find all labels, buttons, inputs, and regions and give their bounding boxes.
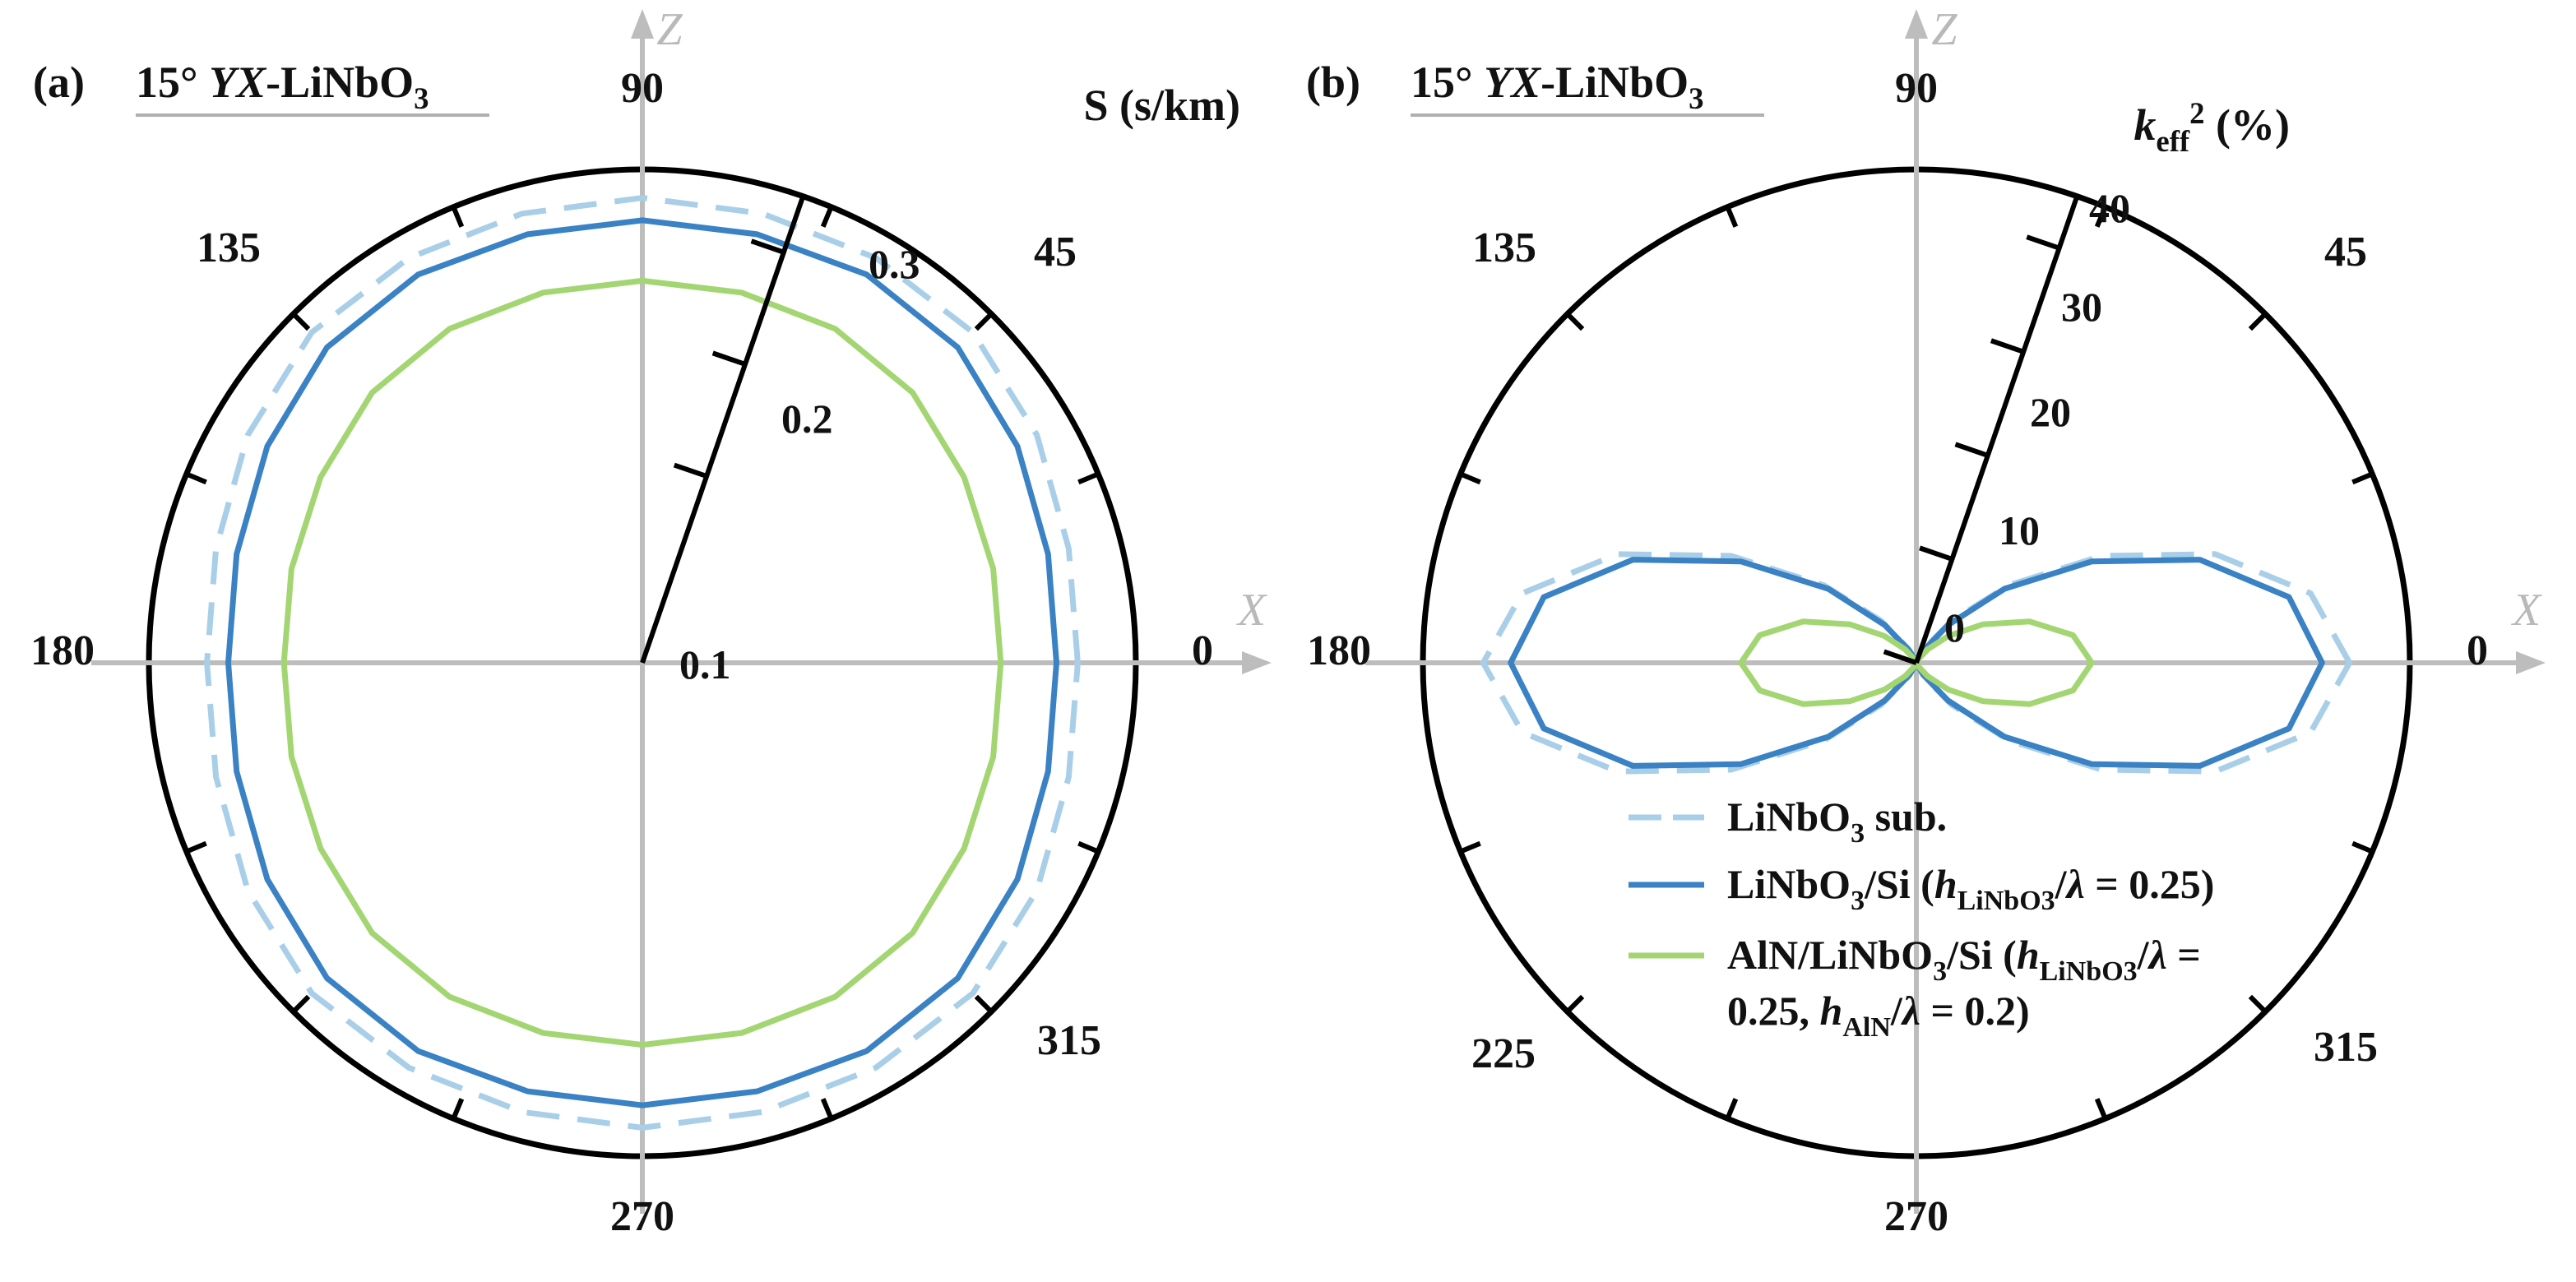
angle-tick xyxy=(2351,840,2374,854)
z-axis-name: Z xyxy=(656,4,683,55)
radial-tick-mark xyxy=(1919,545,1953,562)
angle-label-90: 90 xyxy=(1895,65,1938,112)
radial-axis-label: S (s/km) xyxy=(1083,81,1240,130)
angle-label-45: 45 xyxy=(1034,229,1077,275)
angle-tick xyxy=(2248,994,2268,1014)
angle-label-135: 135 xyxy=(1472,224,1536,271)
radial-axis-label: keff2 (%) xyxy=(2134,96,2290,158)
angle-tick xyxy=(1077,471,1100,485)
angle-tick xyxy=(1725,206,1739,228)
radial-tick-label: 30 xyxy=(2061,284,2102,330)
angle-tick xyxy=(1565,312,1585,331)
panel-label: (a) xyxy=(33,58,85,107)
radial-tick-mark xyxy=(1883,649,1917,665)
angle-tick xyxy=(2094,1098,2108,1120)
angle-tick xyxy=(974,312,994,331)
radial-tick-mark xyxy=(1990,338,2025,354)
radial-tick-mark xyxy=(2026,234,2060,251)
angle-label-270: 270 xyxy=(610,1193,674,1240)
radial-tick-mark xyxy=(673,462,708,479)
angle-tick xyxy=(2094,206,2108,228)
angle-label-0: 0 xyxy=(2467,627,2488,674)
angle-tick xyxy=(1725,1098,1739,1120)
panel-b: X Z 0 10 20 30 40 0 45 90 135 180 225 270 315 (b) 15° YX… xyxy=(1306,4,2546,1240)
angle-tick xyxy=(451,1098,465,1120)
z-axis-arrow-icon xyxy=(631,9,654,39)
angle-label-0: 0 xyxy=(1192,627,1213,674)
radial-axis-line xyxy=(640,195,806,664)
x-axis-arrow-icon xyxy=(1242,651,1272,674)
series-line-2 xyxy=(225,217,1059,1108)
radial-tick-label: 20 xyxy=(2030,389,2071,435)
series-line-3 xyxy=(280,277,1004,1048)
series-line-2 xyxy=(1508,557,2325,769)
angle-label-225: 225 xyxy=(1471,1030,1536,1077)
legend: LiNbO3 sub. LiNbO3/Si (hLiNbO3/λ = 0.25) A… xyxy=(1629,794,2214,1043)
z-axis-arrow-icon xyxy=(1905,9,1928,39)
legend-label-1: LiNbO3 sub. xyxy=(1727,794,1947,849)
angle-tick xyxy=(1459,840,1481,854)
angle-tick xyxy=(185,840,207,854)
chart-title: 15° YX-LiNbO3 xyxy=(136,58,429,115)
angle-tick xyxy=(1459,471,1481,485)
angle-tick xyxy=(185,471,207,485)
radial-tick-label: 0 xyxy=(1944,604,1965,650)
radial-tick-label: 10 xyxy=(1999,507,2040,553)
angle-tick xyxy=(291,994,311,1014)
x-axis-arrow-icon xyxy=(2516,651,2546,674)
chart-title: 15° YX-LiNbO3 xyxy=(1411,58,1704,115)
radial-tick-label: 40 xyxy=(2089,185,2130,231)
angle-label-45: 45 xyxy=(2324,229,2367,275)
angle-tick xyxy=(974,994,994,1014)
angle-label-135: 135 xyxy=(197,224,261,271)
series-line-3 xyxy=(1738,618,2095,707)
angle-tick xyxy=(2248,312,2268,331)
angle-label-90: 90 xyxy=(621,65,664,112)
series-line-1 xyxy=(204,195,1081,1131)
radial-axis-line xyxy=(1914,195,2080,664)
angle-label-270: 270 xyxy=(1884,1193,1948,1240)
angle-tick xyxy=(820,206,834,228)
x-axis-name: X xyxy=(2511,585,2543,636)
radial-tick-mark xyxy=(1954,442,1989,458)
legend-label-2: LiNbO3/Si (hLiNbO3/λ = 0.25) xyxy=(1727,861,2214,916)
angle-tick xyxy=(1565,994,1585,1014)
radial-tick-label: 0.1 xyxy=(679,641,731,687)
radial-tick-label: 0.2 xyxy=(781,396,833,442)
panel-label: (b) xyxy=(1306,58,1360,107)
radial-tick-mark xyxy=(711,350,746,367)
angle-label-180: 180 xyxy=(30,627,95,674)
legend-label-3-line2: 0.25, hAlN/λ = 0.2) xyxy=(1727,988,2030,1043)
radial-tick-label: 0.3 xyxy=(869,241,920,287)
angle-label-315: 315 xyxy=(2314,1024,2378,1071)
angle-tick xyxy=(291,312,311,331)
legend-label-3: AlN/LiNbO3/Si (hLiNbO3/λ = xyxy=(1727,932,2201,987)
angle-tick xyxy=(2351,471,2374,485)
z-axis-name: Z xyxy=(1931,4,1957,55)
angle-tick xyxy=(451,206,465,228)
angle-label-315: 315 xyxy=(1037,1017,1101,1064)
angle-tick xyxy=(1077,840,1100,854)
radial-tick-mark xyxy=(750,238,785,255)
angle-tick xyxy=(820,1098,834,1120)
panel-a: X Z 0.1 0.2 0.3 0 45 90 135 180 270 315 (a) 15° YX-Li… xyxy=(30,4,1272,1240)
x-axis-name: X xyxy=(1236,585,1268,636)
angle-label-180: 180 xyxy=(1307,627,1371,674)
